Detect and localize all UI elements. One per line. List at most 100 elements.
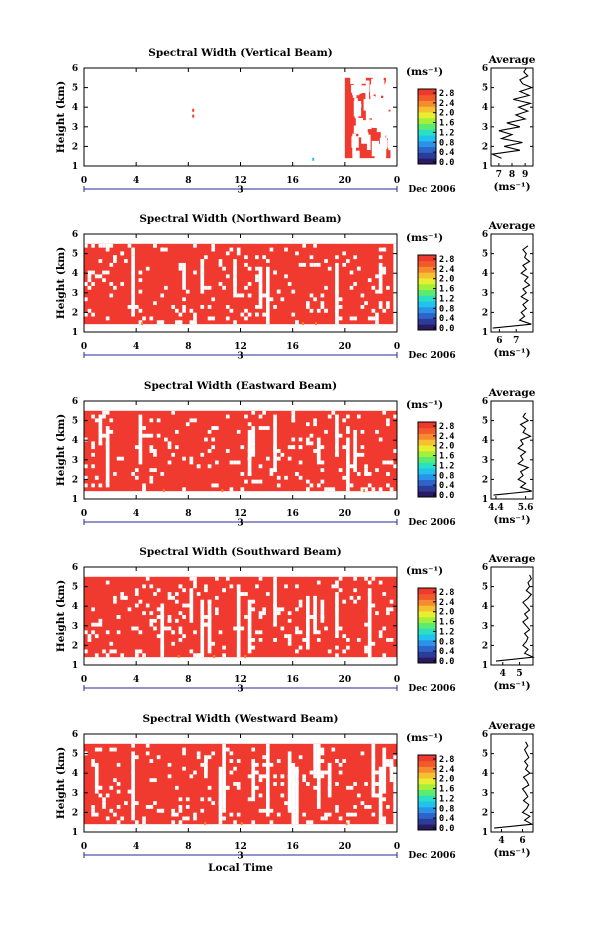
data-gap	[255, 762, 259, 767]
y-tick-label: 2	[72, 641, 78, 651]
y-tick-label: 6	[72, 64, 78, 74]
data-gap	[236, 584, 241, 589]
data-gap	[98, 622, 103, 627]
data-gap	[222, 808, 226, 813]
data-gap	[131, 472, 135, 476]
colorbar-tick-label: 2.8	[439, 588, 454, 598]
data-gap	[244, 615, 248, 619]
data-gap	[251, 607, 256, 612]
data-gap	[276, 607, 281, 612]
data-gap	[178, 584, 183, 589]
data-gap	[200, 797, 205, 802]
data-gap	[320, 305, 325, 309]
data-gap	[91, 445, 95, 450]
data-gap	[258, 638, 263, 642]
x-tick-label: 12	[234, 842, 247, 852]
data-gap	[193, 584, 197, 589]
data-gap	[295, 649, 299, 654]
data-gap	[375, 320, 379, 325]
data-gap	[244, 479, 248, 484]
data-gap	[229, 487, 234, 492]
data-gap	[207, 615, 212, 619]
data-gap	[295, 770, 299, 775]
data-gap	[215, 607, 219, 612]
average-x-tick-label: 4	[498, 836, 504, 846]
data-gap	[178, 320, 183, 325]
data-gap	[371, 73, 376, 78]
data-gap	[273, 468, 277, 473]
average-x-tick-label: 4.4	[488, 503, 504, 513]
data-gap	[225, 576, 230, 581]
data-gap	[116, 805, 121, 809]
data-gap	[182, 747, 186, 752]
data-gap	[200, 259, 205, 294]
data-gap	[102, 801, 106, 806]
data-gap	[382, 592, 387, 596]
data-gap	[109, 808, 114, 813]
data-gap	[236, 812, 241, 817]
data-gap	[356, 793, 361, 798]
data-gap	[346, 437, 350, 492]
data-gap	[255, 266, 259, 271]
data-gap	[247, 282, 252, 286]
data-gap	[287, 638, 292, 642]
data-gap	[87, 270, 92, 275]
data-gap	[134, 755, 139, 760]
data-gap	[262, 607, 266, 612]
data-point	[204, 822, 207, 826]
data-gap	[244, 255, 248, 260]
data-gap	[291, 805, 296, 809]
data-gap	[178, 797, 183, 802]
data-gap	[171, 812, 175, 817]
colorbar-frame	[417, 754, 437, 831]
average-frame	[490, 566, 534, 666]
colorbar-tick-label: 1.2	[439, 627, 454, 637]
data-gap	[291, 410, 296, 415]
colorbar-tick-label: 0.4	[439, 314, 454, 324]
data-gap	[84, 630, 88, 635]
colorbar-unit-label: (ms⁻¹)	[406, 66, 443, 78]
data-gap	[174, 812, 179, 817]
colorbar-segment	[418, 422, 436, 429]
data-gap	[211, 437, 216, 442]
day-marker-label: 3	[237, 519, 243, 529]
day-marker-label: 3	[237, 852, 243, 862]
data-gap	[386, 483, 390, 488]
data-gap	[280, 607, 285, 612]
colorbar-segment	[418, 439, 436, 446]
x-tick-label: 12	[234, 675, 247, 685]
colorbar-segment	[418, 588, 436, 595]
data-gap	[215, 595, 219, 600]
data-gap	[211, 483, 216, 488]
average-frame	[490, 733, 534, 833]
data-gap	[262, 293, 266, 298]
data-gap	[240, 472, 245, 476]
data-gap	[364, 301, 368, 306]
data-gap	[244, 308, 248, 313]
data-gap	[142, 816, 146, 821]
data-gap	[352, 94, 357, 98]
data-gap	[105, 653, 110, 658]
y-tick-label: 1	[72, 661, 78, 671]
data-gap	[182, 634, 186, 639]
x-tick-label: 12	[234, 342, 247, 352]
x-tick-label: 8	[185, 509, 191, 519]
data-gap	[98, 441, 103, 446]
colorbar-segment	[418, 760, 436, 767]
colorbar-segment	[418, 812, 436, 819]
data-gap	[349, 316, 354, 321]
data-gap	[353, 125, 362, 134]
colorbar-tick-label: 1.2	[439, 461, 454, 471]
data-gap	[295, 630, 299, 635]
colorbar-tick-label: 2.4	[439, 598, 454, 608]
data-gap	[218, 630, 223, 635]
data-gap	[222, 797, 226, 802]
data-gap	[356, 266, 361, 271]
data-gap	[346, 812, 350, 817]
data-gap	[338, 626, 343, 631]
data-gap	[142, 653, 146, 658]
heatmap-cells	[84, 576, 397, 659]
data-gap	[91, 312, 95, 317]
data-gap	[196, 751, 201, 756]
data-gap	[378, 149, 387, 162]
